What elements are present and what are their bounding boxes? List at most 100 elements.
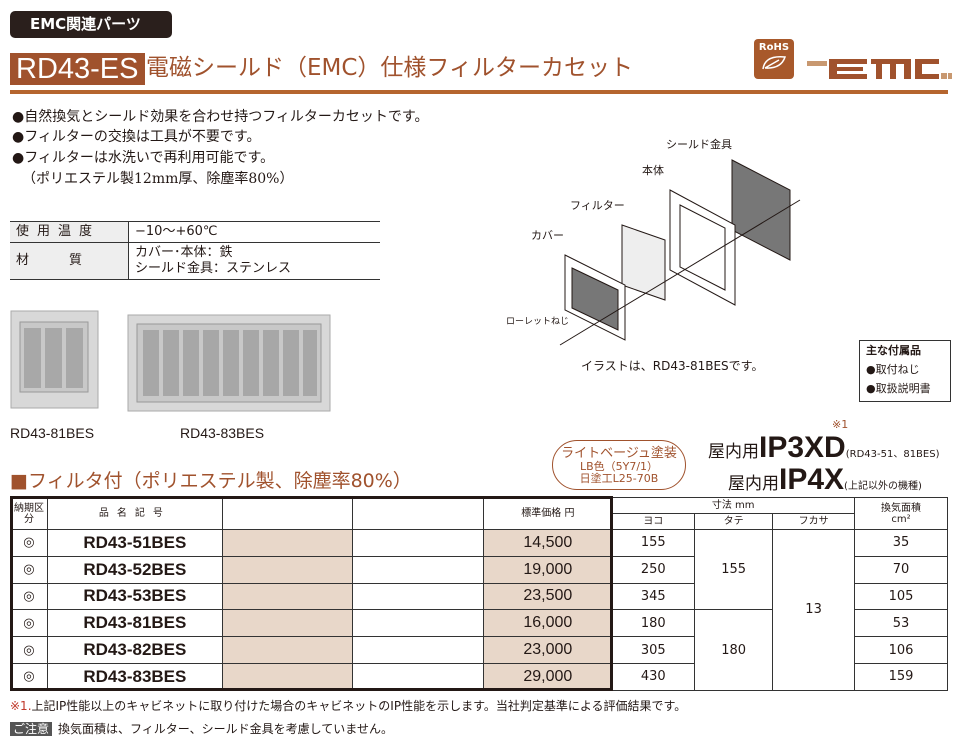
empty-cell xyxy=(221,609,353,638)
spec-value-line: シールド金具：ステンレス xyxy=(135,261,292,276)
header-h: タテ xyxy=(694,513,774,530)
price: 23,500 xyxy=(483,582,613,611)
price: 29,000 xyxy=(483,662,613,691)
spec-value: カバー･本体：鉄 シールド金具：ステンレス xyxy=(128,242,380,280)
ip-note: (上記以外の機種) xyxy=(844,481,922,492)
ip-code: IP4X xyxy=(779,463,845,496)
delivery-mark: ◎ xyxy=(10,529,48,557)
width: 430 xyxy=(611,662,696,691)
product-photo-83 xyxy=(127,314,331,412)
empty-cell xyxy=(221,529,353,557)
vent-area: 70 xyxy=(854,555,948,584)
header-empty xyxy=(351,497,485,530)
vent-area: 106 xyxy=(854,636,948,664)
caution-text: 換気面積は、フィルター、シールド金具を考慮していません。 xyxy=(58,722,393,736)
label-cover: カバー xyxy=(531,229,564,242)
footnote-2: ご注意 換気面積は、フィルター、シールド金具を考慮していません。 xyxy=(10,720,393,737)
header-price-label: 標準価格 xyxy=(521,508,562,519)
delivery-mark: ◎ xyxy=(10,582,48,611)
caution-label: ご注意 xyxy=(10,722,53,736)
empty-cell xyxy=(351,609,485,638)
feature-3: ●フィルターは水洗いで再利用可能です。 xyxy=(12,150,275,166)
product-photo-81 xyxy=(10,310,99,409)
empty-cell xyxy=(221,555,353,584)
spec-label: 使用温度 xyxy=(10,221,130,243)
header-delivery: 納期区分 xyxy=(10,497,48,530)
page-title: 電磁シールド（EMC）仕様フィルターカセット xyxy=(146,55,633,81)
accessory-item: ●取扱説明書 xyxy=(866,382,931,395)
spec-value-line: カバー･本体：鉄 xyxy=(135,245,233,260)
ip-note-mark: ※1 xyxy=(832,418,849,431)
header-empty xyxy=(221,497,353,530)
accessories-box: 主な付属品 ●取付ねじ ●取扱説明書 xyxy=(859,340,951,402)
header-name: 品名記号 xyxy=(46,497,223,530)
category-badge: EMC関連パーツ xyxy=(10,11,172,38)
table-row: ◎ RD43-82BES 23,000 305 106 xyxy=(10,636,948,664)
empty-cell xyxy=(351,529,485,557)
delivery-mark: ◎ xyxy=(10,636,48,664)
product-name: RD43-83BES xyxy=(46,662,223,691)
spec-value: −10〜+60℃ xyxy=(128,221,380,243)
title-rule xyxy=(10,90,948,94)
photo-caption: RD43-81BES xyxy=(10,425,95,441)
product-table: 納期区分 品名記号 標準価格 円 寸法 mm 換気面積 cm² ヨコ タテ フカサ… xyxy=(10,497,948,691)
emc-logo xyxy=(807,59,952,79)
empty-cell xyxy=(351,582,485,611)
header-area-unit: cm² xyxy=(891,513,911,525)
empty-cell xyxy=(351,662,485,691)
empty-cell xyxy=(351,555,485,584)
model-badge: RD43-ES xyxy=(10,53,145,85)
paint-code: LB色（5Y7/1） xyxy=(579,460,659,473)
empty-cell xyxy=(351,636,485,664)
empty-cell xyxy=(221,582,353,611)
product-name: RD43-81BES xyxy=(46,609,223,638)
spec-label: 材質 xyxy=(10,242,130,280)
photo-caption: RD43-83BES xyxy=(180,425,265,441)
product-name: RD43-53BES xyxy=(46,582,223,611)
ip-prefix: 屋内用 xyxy=(708,442,759,462)
leaf-icon xyxy=(762,56,787,70)
width: 305 xyxy=(611,636,696,664)
header-d: フカサ xyxy=(772,513,856,530)
paint-name: ライトベージュ塗装 xyxy=(561,446,677,461)
header-dim-unit: mm xyxy=(735,500,755,511)
header-dim: 寸法 mm xyxy=(611,497,856,514)
header-area: 換気面積 cm² xyxy=(854,497,948,530)
exploded-diagram xyxy=(559,159,801,346)
height: 155 xyxy=(694,528,774,611)
height: 180 xyxy=(694,609,774,691)
width: 250 xyxy=(611,555,696,584)
empty-cell xyxy=(221,662,353,691)
spec-row: 材質 カバー･本体：鉄 シールド金具：ステンレス xyxy=(10,242,380,280)
spec-row: 使用温度 −10〜+60℃ xyxy=(10,221,380,243)
delivery-mark: ◎ xyxy=(10,662,48,691)
header-area-label: 換気面積 xyxy=(881,502,922,514)
footnote-mark: ※1. xyxy=(10,699,32,713)
feature-3-note: （ポリエステル製12mm厚、除塵率80%） xyxy=(22,171,294,187)
header-price-unit: 円 xyxy=(564,508,575,519)
header-w: ヨコ xyxy=(611,513,696,530)
width: 180 xyxy=(611,609,696,638)
label-filter: フィルター xyxy=(570,199,625,212)
delivery-mark: ◎ xyxy=(10,555,48,584)
depth: 13 xyxy=(772,529,856,691)
table-row: ◎ RD43-51BES 14,500 155 155 13 35 xyxy=(10,528,948,691)
product-name: RD43-82BES xyxy=(46,636,223,664)
spec-table: 使用温度 −10〜+60℃ 材質 カバー･本体：鉄 シールド金具：ステンレス xyxy=(10,221,380,280)
diagram-caption: イラストは、RD43-81BESです。 xyxy=(581,359,764,373)
header-row: ヨコ タテ フカサ xyxy=(11,513,948,530)
vent-area: 35 xyxy=(854,529,948,557)
feature-2: ●フィルターの交換は工具が不要です。 xyxy=(12,129,261,145)
ip-note: (RD43-51、81BES) xyxy=(845,449,940,460)
ip-rating-2: 屋内用IP4X(上記以外の機種) xyxy=(728,465,922,495)
footnote-text: 上記IP性能以上のキャビネットに取り付けた場合のキャビネットのIP性能を示します… xyxy=(31,699,687,713)
footnote-1: ※1.上記IP性能以上のキャビネットに取り付けた場合のキャビネットのIP性能を示… xyxy=(10,697,686,714)
table-row: ◎ RD43-53BES 23,500 345 105 xyxy=(10,582,948,611)
vent-area: 105 xyxy=(854,582,948,611)
header-price: 標準価格 円 xyxy=(483,497,613,530)
section-title: ■フィルタ付（ポリエステル製、除塵率80%） xyxy=(10,470,412,492)
label-shield: シールド金具 xyxy=(666,138,732,151)
price: 14,500 xyxy=(483,529,613,557)
label-screw: ローレットねじ xyxy=(506,317,570,327)
header-dim-label: 寸法 xyxy=(711,500,732,511)
